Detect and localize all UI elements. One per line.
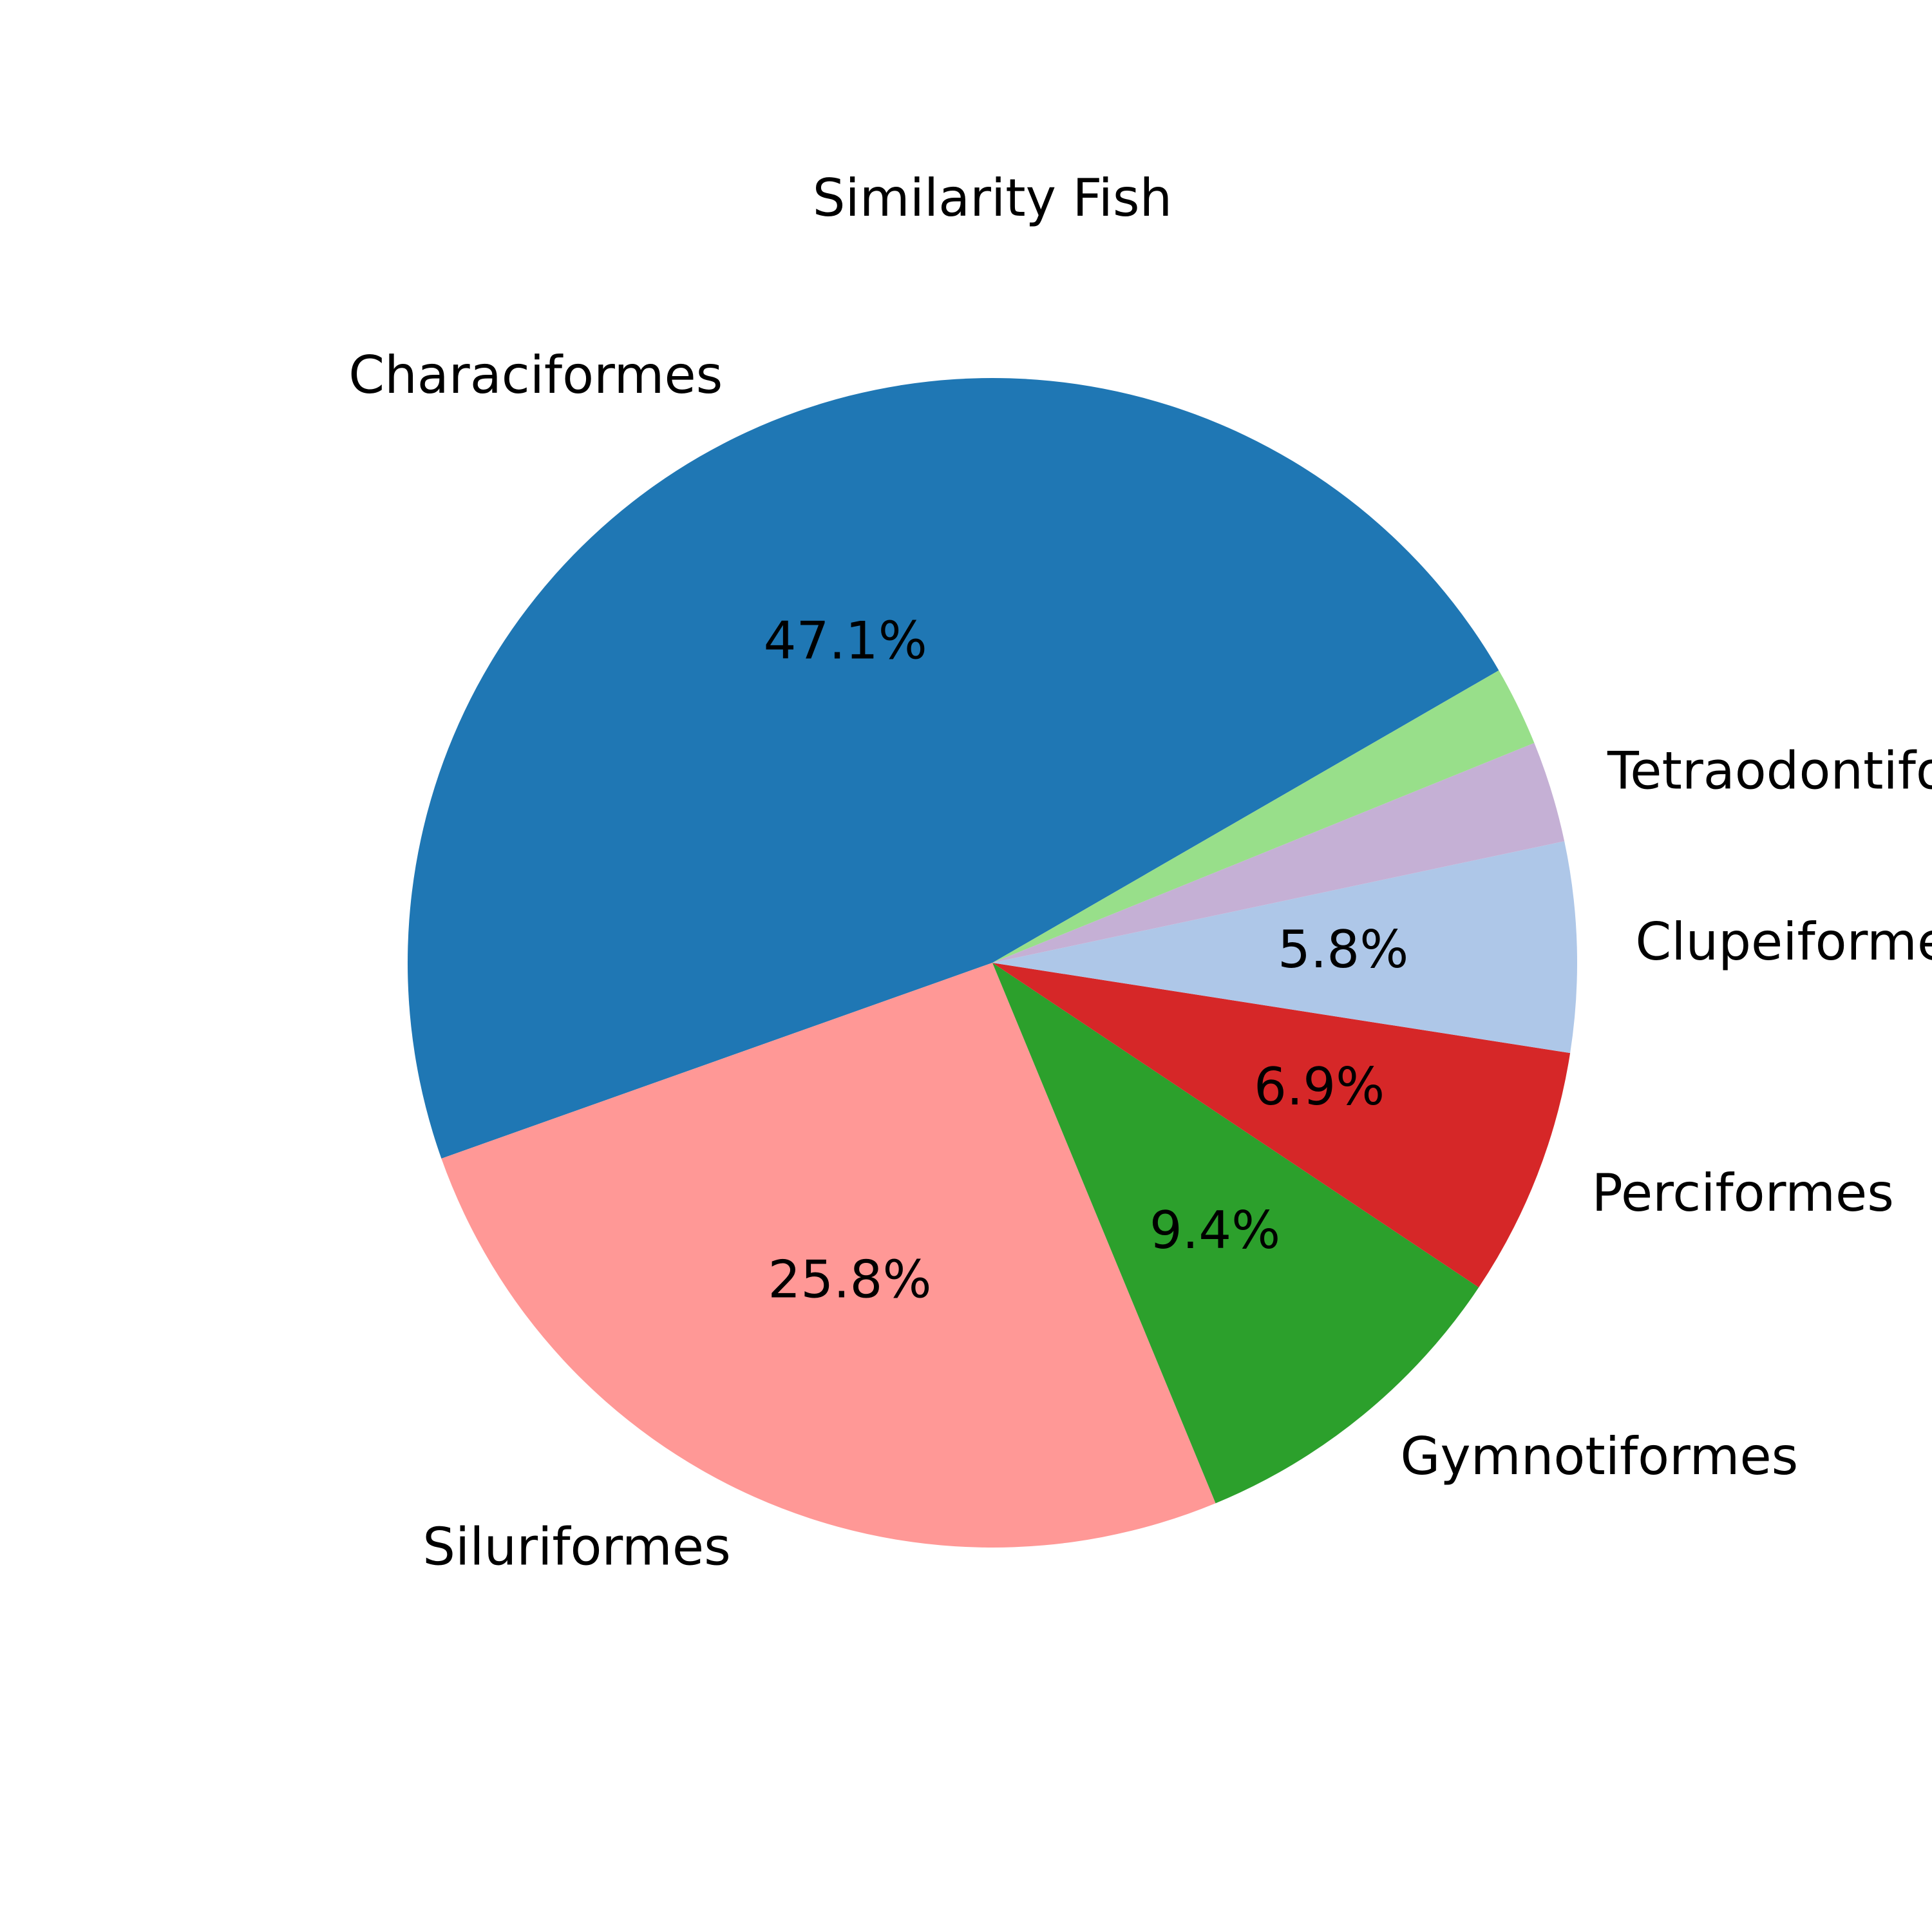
slice-label-perciformes: Perciformes bbox=[1592, 1163, 1894, 1223]
pie-slice-characiformes bbox=[408, 378, 1499, 1159]
pie-slice-perciformes bbox=[992, 963, 1571, 1288]
pie-slice-slice-6 bbox=[992, 670, 1535, 963]
slice-label-siluriformes: Siluriformes bbox=[422, 1517, 730, 1577]
pie-labels: Characiformes 47.1% Siluriformes 25.8% Gymno… bbox=[348, 345, 1932, 1577]
slice-label-characiformes: Characiformes bbox=[348, 345, 723, 405]
pie-slice-tetraodontiformes bbox=[992, 743, 1565, 963]
slice-percent-clupeiformes: 5.8% bbox=[1278, 920, 1408, 980]
slice-label-gymnotiformes: Gymnotiformes bbox=[1400, 1426, 1798, 1486]
slice-percent-siluriformes: 25.8% bbox=[768, 1250, 931, 1310]
slice-label-tetraodontiformes: Tetraodontiformes bbox=[1607, 741, 1932, 800]
slice-percent-perciformes: 6.9% bbox=[1254, 1057, 1385, 1117]
chart-title: Similarity Fish bbox=[813, 168, 1172, 228]
slice-percent-gymnotiformes: 9.4% bbox=[1150, 1200, 1280, 1260]
pie-slices bbox=[408, 378, 1577, 1548]
pie-slice-gymnotiformes bbox=[992, 963, 1479, 1504]
slice-label-clupeiformes: Clupeiformes bbox=[1635, 912, 1932, 972]
pie-slice-siluriformes bbox=[441, 963, 1216, 1548]
slice-percent-characiformes: 47.1% bbox=[764, 611, 927, 670]
pie-slice-clupeiformes bbox=[992, 841, 1577, 1054]
